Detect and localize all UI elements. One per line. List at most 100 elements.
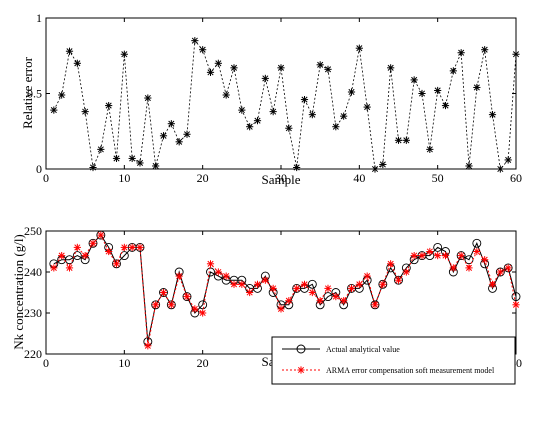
arma-model-point: [324, 284, 332, 292]
chart1-plot-frame: [45, 17, 517, 170]
arma-model-point: [214, 268, 222, 276]
arma-model-point: [136, 243, 144, 251]
legend-arma-label: ARMA error compensation soft measurement…: [326, 366, 495, 375]
relative-error-point: [316, 61, 324, 69]
arma-model-point: [355, 280, 363, 288]
actual-value-point: [151, 300, 161, 310]
relative-error-point: [449, 67, 457, 75]
relative-error-point: [199, 46, 207, 54]
arma-model-point: [465, 264, 473, 272]
arma-model-point: [418, 252, 426, 260]
arma-model-point: [65, 264, 74, 272]
relative-error-point: [355, 44, 363, 52]
arma-model-point: [97, 231, 105, 239]
chart2-plot-frame: [45, 230, 517, 355]
c1-ytick-label: 0: [36, 162, 42, 176]
arma-model-point: [230, 280, 238, 288]
relative-error-point: [371, 165, 379, 173]
relative-error-point: [269, 108, 277, 116]
actual-value-point: [433, 242, 443, 252]
relative-error-point: [112, 154, 121, 163]
relative-error-point: [73, 59, 81, 67]
arma-model-point: [128, 243, 136, 251]
relative-error-chart: 0 10 20 30 40 50 60 00.51 Sample Relative erro…: [20, 11, 522, 187]
relative-error-point: [167, 120, 175, 128]
c2-ytick-label: 230: [24, 306, 42, 320]
arma-model-point: [473, 247, 481, 256]
arma-model-point: [206, 260, 215, 268]
arma-model-point: [481, 256, 489, 264]
relative-error-point: [347, 88, 356, 96]
relative-error-point: [230, 64, 238, 72]
relative-error-point: [418, 89, 426, 98]
arma-model-point: [449, 264, 457, 272]
relative-error-point: [159, 132, 168, 140]
arma-model-point: [73, 243, 81, 251]
arma-model-point: [293, 284, 301, 292]
legend-actual-marker: [296, 344, 306, 354]
relative-error-point: [183, 130, 191, 138]
arma-model-point: [246, 288, 254, 297]
arma-model-point: [426, 247, 434, 256]
actual-value-point: [472, 238, 482, 248]
actual-value-point: [119, 251, 129, 261]
arma-model-point: [496, 268, 504, 276]
relative-error-point: [457, 49, 465, 57]
arma-model-point: [112, 260, 121, 268]
arma-model-point: [504, 264, 512, 272]
actual-value-point: [182, 292, 192, 302]
relative-error-point: [277, 64, 285, 72]
relative-error-point: [488, 111, 497, 119]
chart2-y-tick-labels: 220 230 240 250: [24, 224, 42, 361]
arma-model-point: [457, 252, 465, 260]
legend-actual-label: Actual analytical value: [326, 345, 400, 354]
c1-xtick-label: 40: [353, 171, 365, 185]
arma-model-point: [222, 272, 230, 280]
c1-ytick-label: 0.5: [27, 87, 42, 101]
relative-error-point: [308, 111, 316, 119]
relative-error-point: [128, 154, 136, 163]
relative-error-point: [426, 145, 434, 153]
relative-error-point: [58, 91, 66, 99]
relative-error-point: [120, 50, 128, 58]
actual-value-point: [495, 267, 505, 277]
c2-xtick-label: 20: [197, 356, 209, 370]
actual-value-point: [198, 300, 208, 310]
relative-error-point: [285, 124, 293, 132]
arma-model-point: [332, 293, 340, 301]
c2-ytick-label: 220: [24, 347, 42, 361]
c2-ytick-label: 240: [24, 265, 42, 279]
arma-model-point: [105, 247, 113, 256]
arma-model-point: [199, 309, 207, 317]
arma-model-point: [50, 264, 58, 272]
relative-error-point: [441, 101, 450, 110]
relative-error-point: [89, 163, 97, 172]
chart2-ticks: [45, 230, 517, 355]
chart1-x-axis-label: Sample: [262, 172, 301, 187]
legend-arma-star-shape: [297, 366, 305, 374]
actual-value-point: [511, 292, 521, 302]
arma-model-point: [144, 342, 152, 350]
relative-error-point: [340, 112, 348, 120]
arma-model-point: [379, 280, 387, 288]
relative-error-point: [465, 162, 473, 170]
relative-error-point: [97, 145, 105, 153]
actual-value-point: [456, 251, 466, 261]
arma-model-point: [285, 297, 293, 305]
relative-error-point: [394, 136, 403, 144]
relative-error-point: [105, 101, 113, 110]
arma-model-point: [488, 280, 497, 288]
arma-model-point: [81, 252, 89, 260]
arma-model-point: [410, 252, 418, 260]
relative-error-point: [136, 159, 144, 167]
arma-model-point: [308, 288, 316, 297]
relative-error-point: [50, 106, 58, 114]
c1-xtick-label: 10: [118, 171, 130, 185]
arma-model-point: [269, 284, 277, 292]
chart1-ticks: [45, 17, 517, 170]
c1-xtick-label: 20: [197, 171, 209, 185]
relative-error-point: [363, 103, 371, 111]
actual-value-point: [72, 251, 82, 261]
relative-error-point: [144, 94, 152, 102]
